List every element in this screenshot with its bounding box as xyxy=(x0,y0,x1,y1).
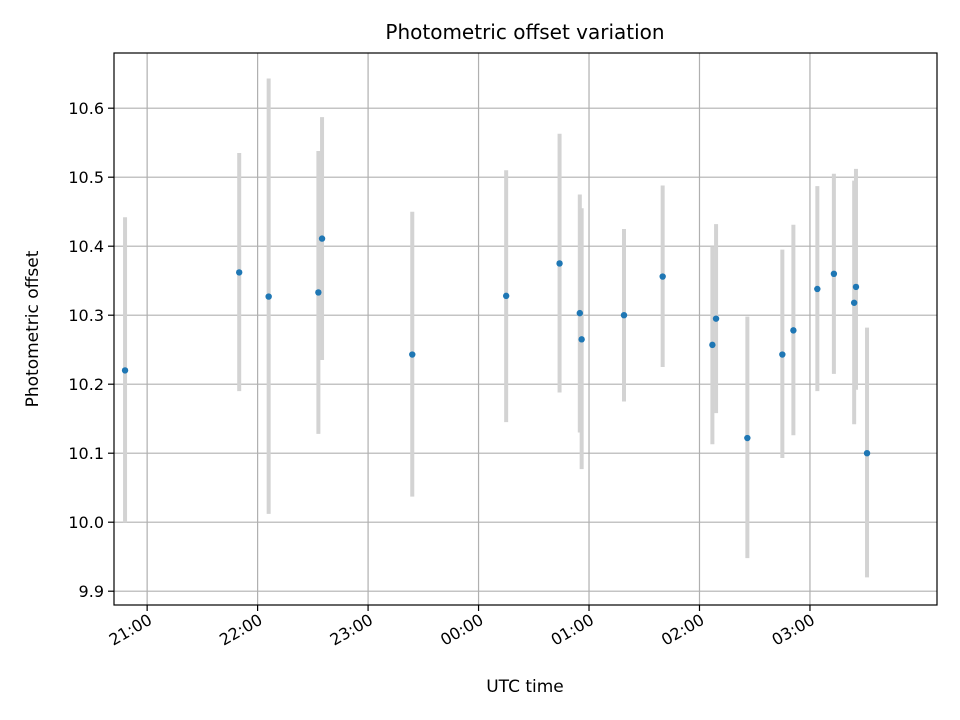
y-tick-label: 10.6 xyxy=(68,99,104,118)
data-point xyxy=(409,351,416,358)
y-tick-label: 10.0 xyxy=(68,513,104,532)
data-point xyxy=(814,285,821,293)
y-tick-label: 10.5 xyxy=(68,168,104,187)
y-axis-ticks: 9.9 10.0 10.1 10.2 10.3 10.4 10.5 10.6 xyxy=(68,99,114,601)
data-point xyxy=(790,327,797,334)
data-point xyxy=(850,299,858,306)
data-point xyxy=(712,315,720,322)
data-point xyxy=(779,351,786,358)
y-tick-label: 9.9 xyxy=(79,582,104,601)
y-tick-label: 10.1 xyxy=(68,444,104,463)
data-point xyxy=(620,312,628,319)
data-point xyxy=(863,450,871,457)
data-point xyxy=(744,434,751,442)
grid-lines xyxy=(114,53,937,605)
data-point xyxy=(852,283,860,291)
data-point xyxy=(315,289,322,296)
plot-area-frame xyxy=(113,52,938,606)
data-point xyxy=(709,341,716,349)
data-point xyxy=(556,260,563,267)
y-tick-label: 10.3 xyxy=(68,306,104,325)
chart-title: Photometric offset variation xyxy=(385,20,664,44)
data-point xyxy=(235,269,243,276)
data-point xyxy=(265,293,272,300)
data-point xyxy=(830,270,838,277)
y-axis-label: Photometric offset xyxy=(23,250,43,407)
data-point xyxy=(318,235,326,242)
y-tick-label: 10.4 xyxy=(68,237,104,256)
data-point xyxy=(659,273,666,280)
x-axis-label: UTC time xyxy=(486,677,564,697)
data-point xyxy=(121,367,129,374)
data-point xyxy=(578,336,585,343)
data-points xyxy=(121,235,871,457)
data-point xyxy=(576,309,584,317)
y-tick-label: 10.2 xyxy=(68,375,104,394)
data-point xyxy=(502,292,510,300)
